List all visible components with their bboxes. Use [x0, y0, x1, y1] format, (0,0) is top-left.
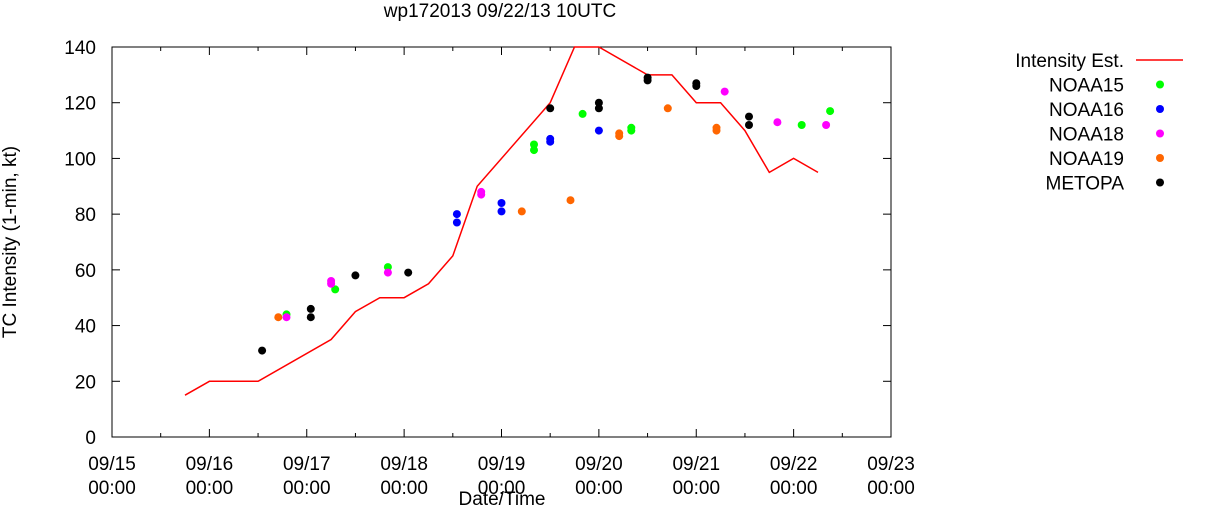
- noaa19-point: [712, 123, 721, 132]
- y-tick-label: 20: [75, 372, 96, 393]
- noaa15-point: [578, 109, 587, 118]
- x-tick-date-label: 09/15: [88, 454, 136, 475]
- x-tick-date-label: 09/20: [575, 454, 623, 475]
- x-tick-date-label: 09/21: [672, 454, 720, 475]
- y-tick-label: 140: [64, 38, 96, 59]
- metopa-point: [594, 98, 603, 107]
- noaa15-point: [797, 121, 806, 129]
- legend-label: NOAA16: [1049, 100, 1124, 121]
- legend-label: METOPA: [1046, 174, 1125, 195]
- noaa15-point: [331, 285, 340, 294]
- noaa19-point: [615, 129, 624, 138]
- x-tick-time-label: 00:00: [867, 478, 915, 499]
- noaa18-point: [720, 87, 729, 96]
- x-tick-time-label: 00:00: [478, 478, 526, 499]
- metopa-point: [404, 268, 413, 277]
- legend-point-swatch: [1156, 129, 1164, 138]
- x-tick-time-label: 00:00: [672, 478, 720, 499]
- legend: Intensity Est. NOAA15 NOAA16 NOAA18 NOAA19 ME…: [1015, 51, 1183, 195]
- noaa16-point: [497, 207, 506, 216]
- legend-point-swatch: [1156, 178, 1164, 187]
- y-axis: 0 20 40 60 80 100 120 140: [64, 38, 891, 449]
- x-tick-time-label: 00:00: [575, 478, 623, 499]
- noaa19-point: [566, 196, 575, 205]
- metopa-point: [745, 121, 753, 129]
- metopa-point: [643, 73, 652, 82]
- noaa19-point: [517, 207, 526, 216]
- metopa-point: [692, 79, 701, 88]
- legend-point-swatch: [1156, 105, 1164, 113]
- noaa16-point: [452, 218, 461, 227]
- noaa15-point: [383, 263, 392, 272]
- y-tick-label: 40: [75, 317, 96, 338]
- y-axis-label: TC Intensity (1-min, kt): [0, 146, 21, 338]
- x-tick-time-label: 00:00: [186, 478, 234, 499]
- x-axis-label: Date/Time: [459, 489, 546, 509]
- y-tick-label: 80: [75, 205, 96, 226]
- noaa15-point: [530, 146, 538, 155]
- noaa16-point: [546, 134, 555, 143]
- noaa18-point: [327, 277, 336, 285]
- legend-label: Intensity Est.: [1015, 51, 1124, 72]
- legend-point-swatch: [1156, 154, 1164, 162]
- noaa16-point: [497, 199, 506, 207]
- x-tick-date-label: 09/17: [283, 454, 331, 475]
- noaa16-point: [594, 126, 603, 135]
- x-tick-date-label: 09/16: [186, 454, 234, 475]
- x-tick-time-label: 00:00: [380, 478, 428, 499]
- metopa-point: [258, 346, 267, 355]
- noaa15-point: [627, 123, 636, 132]
- y-tick-label: 100: [64, 149, 96, 170]
- noaa19-point: [663, 104, 672, 113]
- noaa18-point: [477, 187, 486, 196]
- y-tick-label: 120: [64, 94, 96, 115]
- x-tick-date-label: 09/23: [867, 454, 915, 475]
- noaa19-point: [274, 313, 283, 322]
- metopa-point: [745, 112, 753, 121]
- plot-frame: [111, 46, 892, 438]
- noaa18-point: [773, 118, 782, 127]
- noaa18-point: [822, 121, 831, 129]
- intensity-est-line: [184, 46, 819, 396]
- x-tick-date-label: 09/22: [770, 454, 818, 475]
- noaa15-point: [826, 107, 835, 116]
- metopa-point: [594, 104, 603, 113]
- noaa18-point: [282, 313, 291, 322]
- metopa-point: [546, 104, 555, 113]
- metopa-point: [351, 271, 360, 280]
- legend-point-swatch: [1156, 80, 1164, 89]
- x-tick-time-label: 00:00: [283, 478, 331, 499]
- y-tick-label: 0: [85, 428, 96, 449]
- metopa-point: [306, 304, 315, 313]
- noaa15-point: [530, 140, 538, 149]
- noaa16-point: [452, 210, 461, 219]
- metopa-point: [306, 313, 315, 322]
- legend-label: NOAA19: [1049, 149, 1124, 170]
- x-tick-date-label: 09/18: [380, 454, 428, 475]
- x-tick-time-label: 00:00: [770, 478, 818, 499]
- x-tick-time-label: 00:00: [88, 478, 136, 499]
- x-axis: 09/15 00:00 09/16 00:00 09/17 00:00 09/18 00:00…: [88, 47, 915, 499]
- legend-label: NOAA18: [1049, 125, 1124, 146]
- chart-title: wp172013 09/22/13 10UTC: [383, 1, 616, 22]
- intensity-line-layer: [184, 46, 819, 396]
- x-tick-date-label: 09/19: [478, 454, 526, 475]
- noaa18-point: [383, 268, 392, 277]
- y-tick-label: 60: [75, 261, 96, 282]
- legend-label: NOAA15: [1049, 76, 1124, 97]
- satellite-points-layer: [258, 73, 835, 355]
